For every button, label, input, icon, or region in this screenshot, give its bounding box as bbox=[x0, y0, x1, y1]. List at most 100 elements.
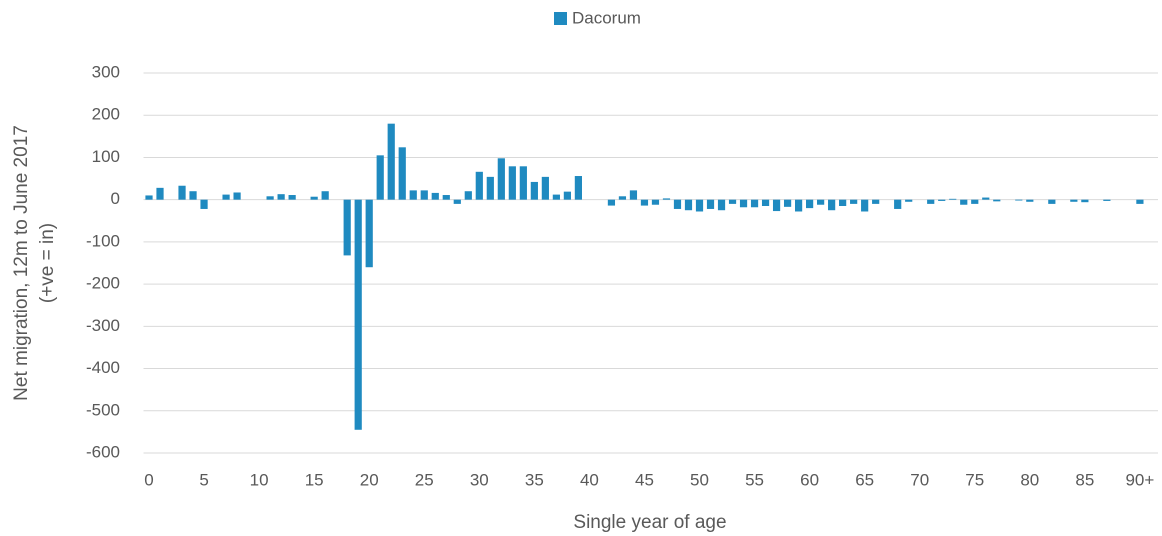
bar bbox=[618, 196, 627, 200]
y-tick-label: -600 bbox=[86, 442, 120, 461]
bar bbox=[145, 195, 153, 200]
x-tick-label: 0 bbox=[144, 470, 153, 489]
bar bbox=[938, 199, 946, 201]
bar bbox=[750, 199, 759, 208]
bar bbox=[739, 199, 748, 208]
bar bbox=[1048, 199, 1056, 204]
bar bbox=[717, 199, 726, 211]
bar bbox=[828, 199, 836, 211]
bar bbox=[420, 190, 428, 200]
bar bbox=[839, 199, 847, 206]
bar bbox=[772, 199, 781, 212]
bar bbox=[321, 191, 329, 200]
x-tick-label: 75 bbox=[965, 470, 984, 489]
legend-label: Dacorum bbox=[572, 8, 641, 27]
bar bbox=[464, 191, 472, 200]
bar bbox=[519, 166, 527, 200]
bar bbox=[1015, 199, 1023, 201]
bar bbox=[695, 199, 704, 212]
bar bbox=[288, 195, 296, 200]
bar bbox=[640, 199, 649, 206]
x-tick-label: 55 bbox=[745, 470, 764, 489]
bar bbox=[178, 185, 186, 200]
bar bbox=[475, 171, 483, 200]
bar bbox=[552, 194, 560, 200]
bar bbox=[343, 199, 351, 256]
bar bbox=[156, 187, 164, 200]
y-tick-label: 200 bbox=[92, 105, 120, 124]
bar bbox=[189, 191, 197, 200]
bar bbox=[574, 176, 582, 200]
x-axis-label: Single year of age bbox=[573, 512, 726, 533]
x-tick-label: 90+ bbox=[1125, 470, 1154, 489]
bar bbox=[497, 158, 505, 200]
x-tick-label: 40 bbox=[580, 470, 599, 489]
x-tick-label: 10 bbox=[250, 470, 269, 489]
bar bbox=[894, 199, 902, 209]
bar bbox=[277, 194, 285, 200]
y-tick-label: -100 bbox=[86, 231, 120, 250]
bar bbox=[453, 199, 461, 204]
bar bbox=[783, 199, 792, 207]
bar bbox=[949, 198, 957, 200]
bar bbox=[1103, 199, 1111, 201]
bar bbox=[486, 176, 494, 200]
x-tick-label: 35 bbox=[525, 470, 544, 489]
x-tick-label: 70 bbox=[910, 470, 929, 489]
bar bbox=[233, 192, 241, 200]
bar bbox=[376, 155, 384, 200]
x-tick-label: 65 bbox=[855, 470, 874, 489]
x-tick-label: 85 bbox=[1075, 470, 1094, 489]
y-axis-label: Net migration, 12m to June 2017 bbox=[11, 125, 32, 401]
bar bbox=[222, 194, 230, 200]
bar bbox=[960, 199, 968, 205]
bar bbox=[409, 190, 417, 200]
x-tick-label: 45 bbox=[635, 470, 654, 489]
bar bbox=[761, 199, 770, 206]
bar bbox=[431, 192, 439, 200]
bar bbox=[1136, 199, 1144, 204]
bar bbox=[541, 176, 549, 200]
bar bbox=[806, 199, 814, 209]
bar bbox=[607, 199, 616, 206]
bar bbox=[387, 123, 395, 200]
y-tick-label: 0 bbox=[111, 189, 120, 208]
y-tick-label: -400 bbox=[86, 358, 120, 377]
bar bbox=[728, 199, 737, 204]
y-axis-label: (+ve = in) bbox=[37, 223, 58, 303]
bar bbox=[982, 197, 990, 200]
bar bbox=[993, 199, 1001, 202]
legend-swatch bbox=[554, 12, 567, 25]
bar bbox=[310, 196, 318, 200]
bar bbox=[905, 199, 913, 202]
bar bbox=[927, 199, 935, 204]
bar bbox=[365, 199, 373, 268]
x-tick-label: 60 bbox=[800, 470, 819, 489]
x-tick-label: 5 bbox=[199, 470, 208, 489]
x-tick-label: 20 bbox=[360, 470, 379, 489]
y-tick-label: 100 bbox=[92, 147, 120, 166]
bar bbox=[872, 199, 880, 204]
bar bbox=[200, 199, 208, 209]
x-tick-label: 25 bbox=[415, 470, 434, 489]
y-tick-label: -200 bbox=[86, 274, 120, 293]
bar bbox=[794, 199, 803, 212]
x-tick-label: 80 bbox=[1020, 470, 1039, 489]
bar bbox=[398, 147, 406, 200]
bar bbox=[861, 199, 869, 212]
bar bbox=[442, 195, 450, 200]
bar bbox=[817, 199, 825, 205]
bar bbox=[354, 199, 362, 430]
bar bbox=[971, 199, 979, 204]
x-tick-label: 50 bbox=[690, 470, 709, 489]
bar bbox=[508, 166, 516, 200]
bar bbox=[850, 199, 858, 204]
x-tick-label: 30 bbox=[470, 470, 489, 489]
bar bbox=[629, 190, 638, 200]
bar bbox=[530, 181, 538, 200]
bar bbox=[1070, 199, 1078, 202]
y-tick-label: -500 bbox=[86, 400, 120, 419]
bar bbox=[1026, 199, 1034, 202]
bar bbox=[706, 199, 715, 209]
bar bbox=[651, 199, 660, 205]
